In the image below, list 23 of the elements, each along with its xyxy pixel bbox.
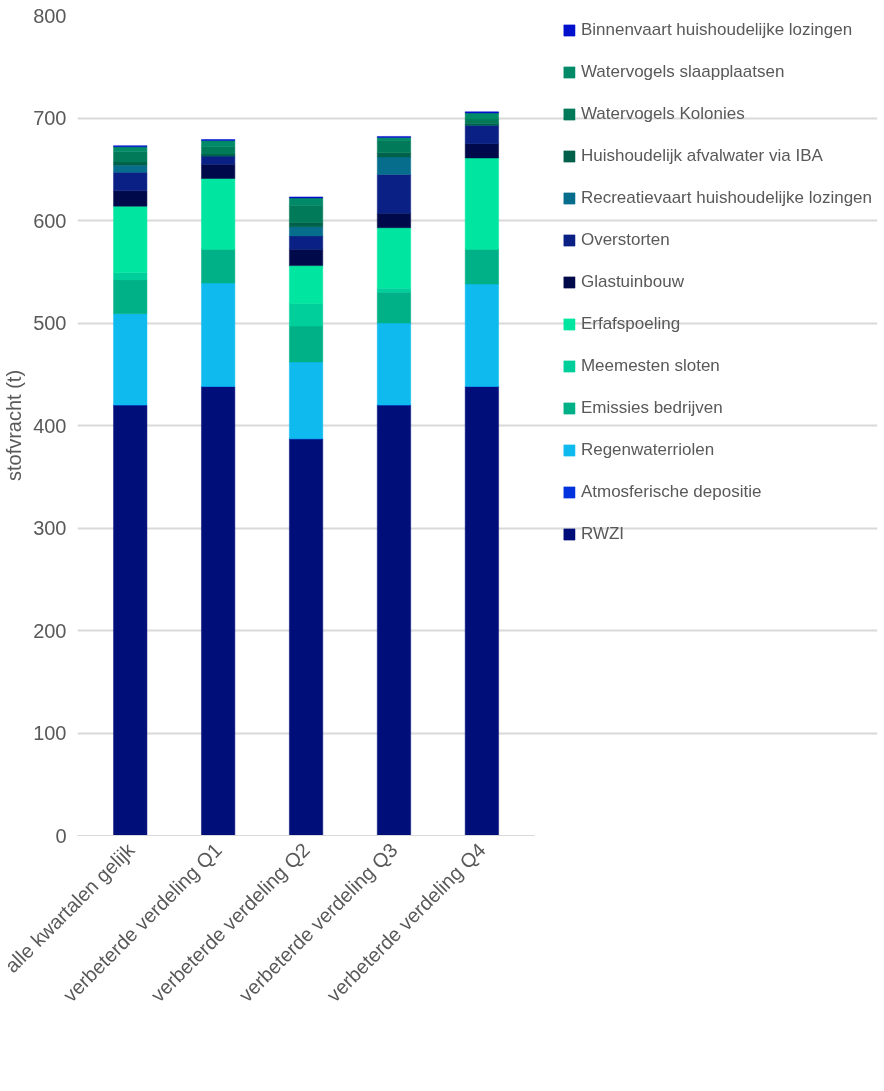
legend-label: Huishoudelijk afvalwater via IBA	[580, 146, 823, 166]
y-tick-label: 500	[33, 312, 67, 334]
y-tick-label: 100	[33, 722, 67, 744]
y-tick-label: 700	[33, 107, 67, 129]
legend-label: Meemesten sloten	[580, 356, 720, 376]
y-tick-label: 200	[33, 619, 67, 642]
y-tick-label: 0	[55, 824, 67, 847]
y-tick-label: 600	[33, 209, 67, 232]
y-tick-label: 400	[33, 414, 67, 437]
legend-label: Overstorten	[580, 230, 670, 250]
y-tick-label: 300	[33, 517, 67, 539]
legend-label: RWZI	[580, 524, 625, 544]
y-tick-label: 800	[33, 4, 67, 27]
y-axis-title: stofvracht (t)	[3, 369, 26, 482]
legend-label: Regenwaterriolen	[580, 440, 715, 460]
legend-label: Atmosferische depositie	[580, 482, 762, 502]
legend-label: Recreatievaart huishoudelijke lozingen	[580, 188, 872, 208]
legend-label: Watervogels Kolonies	[580, 104, 745, 124]
legend-label: Emissies bedrijven	[580, 398, 723, 418]
legend-label: Watervogels slaapplaatsen	[580, 62, 785, 82]
legend-label: Binnenvaart huishoudelijke lozingen	[580, 20, 853, 40]
legend-label: Glastuinbouw	[580, 272, 684, 292]
legend-label: Erfafspoeling	[580, 314, 681, 334]
